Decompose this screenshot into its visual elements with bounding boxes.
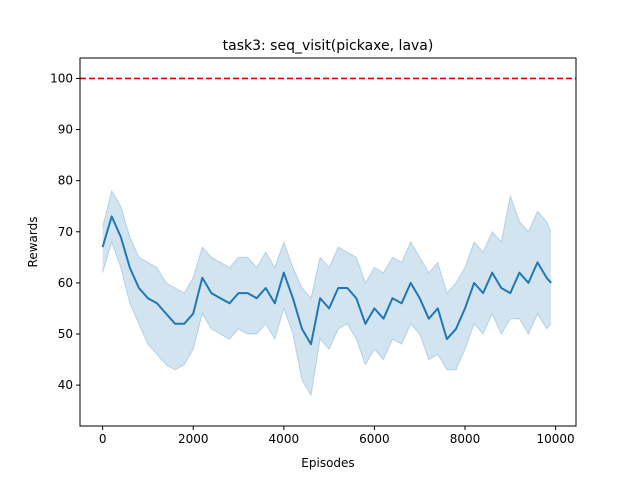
plot-area	[80, 77, 576, 397]
y-tick-label: 60	[58, 276, 73, 290]
band-upper-edge	[102, 189, 552, 300]
x-axis: 0 2000 4000 6000 8000 10000	[99, 426, 575, 446]
x-tick-label: 0	[99, 432, 107, 446]
y-tick-label: 80	[58, 174, 73, 188]
x-tick-label: 10000	[537, 432, 575, 446]
chart-title: task3: seq_visit(pickaxe, lava)	[223, 38, 434, 54]
band-lower-edge	[102, 240, 552, 397]
mean-reward-line	[101, 215, 552, 346]
x-axis-label: Episodes	[301, 456, 354, 470]
axes-frame	[79, 57, 577, 427]
y-tick-label: 100	[50, 71, 73, 85]
x-tick-label: 6000	[359, 432, 390, 446]
x-tick-label: 2000	[178, 432, 209, 446]
y-axis-label: Rewards	[26, 217, 40, 268]
y-tick-label: 50	[58, 327, 73, 341]
y-tick-label: 70	[58, 225, 73, 239]
confidence-band	[102, 190, 552, 396]
y-tick-label: 90	[58, 123, 73, 137]
y-axis: 40 50 60 70 80 90 100	[50, 71, 80, 392]
x-tick-label: 8000	[450, 432, 481, 446]
x-tick-label: 4000	[269, 432, 300, 446]
y-tick-label: 40	[58, 378, 73, 392]
